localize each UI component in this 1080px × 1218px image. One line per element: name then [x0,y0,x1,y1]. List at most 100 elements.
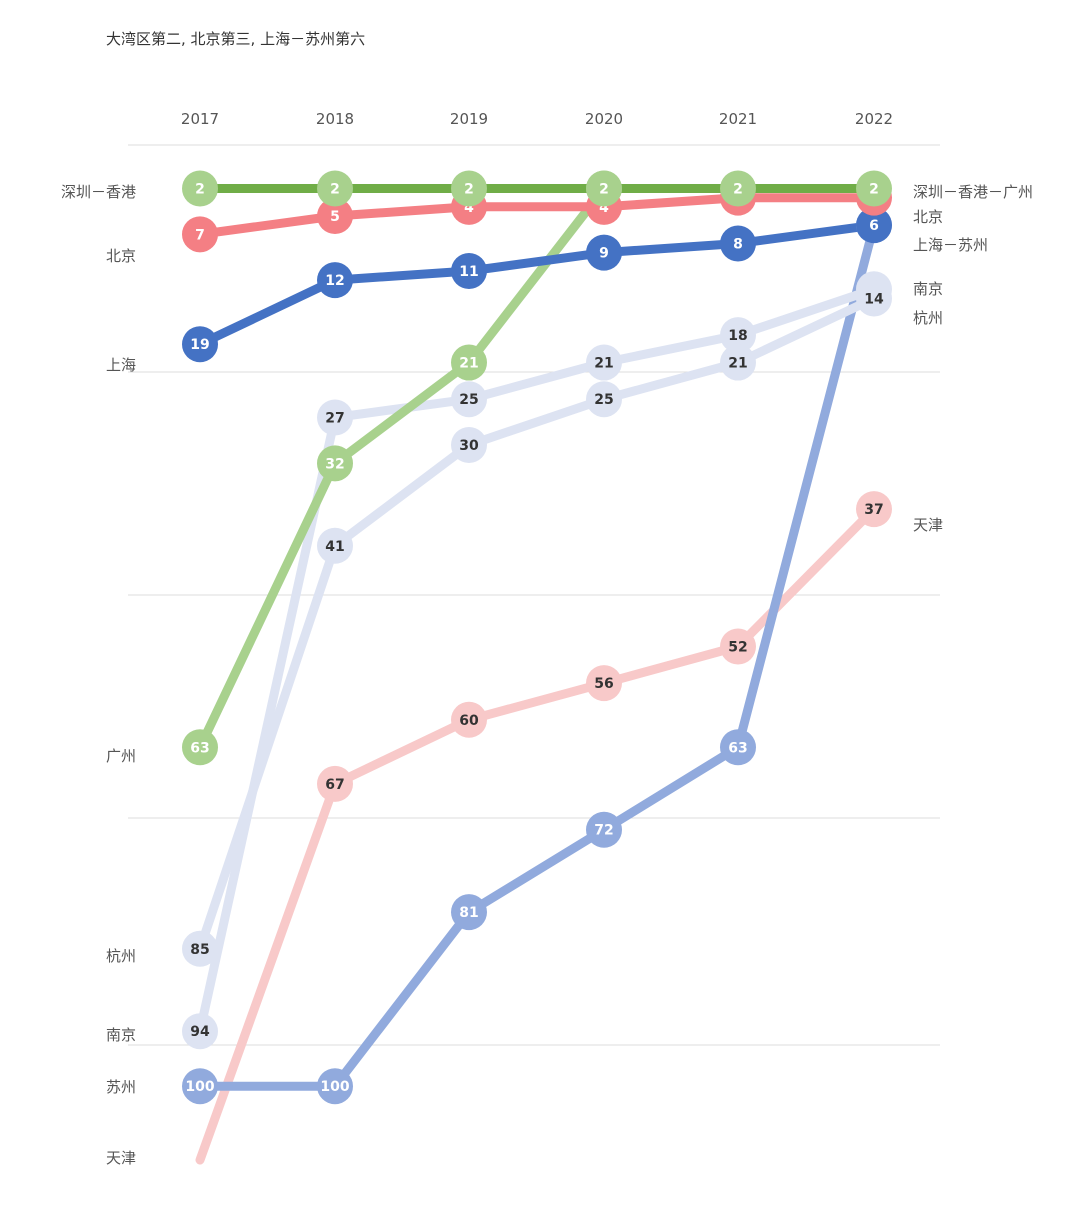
end-label-nanjing: 南京 [913,280,943,298]
start-label-tianjin: 天津 [106,1149,136,1167]
start-label-shenzhen: 深圳－香港 [61,183,136,201]
node-label-tianjin-2022: 37 [864,502,883,518]
series-nodes: 6760565237100100817263694272521181385413… [182,170,892,1105]
node-shanghai-2021 [720,225,756,262]
node-label-shanghai-2019: 11 [459,264,478,280]
node-tianjin-2020 [586,665,622,702]
year-label-2018: 2018 [316,110,354,128]
node-nanjing-2020 [586,344,622,381]
node-suzhou-2017 [182,1068,218,1105]
end-label-shenzhen: 深圳－香港－广州 [913,183,1033,201]
node-shanghai-2020 [586,234,622,271]
node-shenzhen-2017 [182,170,218,207]
start-label-beijing: 北京 [106,247,136,265]
node-label-suzhou-2018: 100 [320,1079,349,1095]
node-label-hangzhou-2019: 30 [459,438,479,454]
node-label-shenzhen-2019: 2 [464,182,474,198]
series-line-suzhou [195,220,879,1091]
node-label-nanjing-2019: 25 [459,392,478,408]
start-label-shanghai: 上海 [106,356,136,374]
node-label-tianjin-2020: 56 [594,676,613,692]
node-nanjing-2018 [317,399,353,436]
node-label-guangzhou-2018: 32 [325,456,344,472]
node-label-shenzhen-2020: 2 [599,182,609,198]
start-label-nanjing: 南京 [106,1026,136,1044]
node-label-tianjin-2021: 52 [728,640,747,656]
end-label-tianjin: 天津 [913,516,943,534]
node-label-shanghai-2018: 12 [325,273,344,289]
node-tianjin-2018 [317,765,353,802]
chart-title: 大湾区第二, 北京第三, 上海－苏州第六 [106,30,366,48]
node-label-nanjing-2020: 21 [594,356,613,372]
node-label-hangzhou-2017: 85 [190,942,209,958]
node-hangzhou-2022 [856,280,892,317]
node-label-suzhou-2021: 63 [728,740,747,756]
node-hangzhou-2018 [317,527,353,564]
start-label-guangzhou: 广州 [106,747,136,765]
node-label-tianjin-2018: 67 [325,777,344,793]
start-label-hangzhou: 杭州 [106,947,136,965]
node-nanjing-2021 [720,317,756,354]
year-label-2020: 2020 [585,110,623,128]
node-label-shanghai-2021: 8 [733,236,743,252]
node-shanghai-2019 [451,252,487,289]
node-nanjing-2019 [451,381,487,418]
node-hangzhou-2017 [182,930,218,967]
node-beijing-2017 [182,216,218,253]
node-tianjin-2022 [856,491,892,528]
node-label-beijing-2019: 4 [464,200,474,216]
node-suzhou-2019 [451,894,487,931]
node-shenzhen-2020 [586,170,622,207]
node-label-shanghai-2022: 6 [869,218,879,234]
node-label-tianjin-2019: 60 [459,713,479,729]
node-beijing-2018 [317,198,353,234]
node-label-shenzhen-2018: 2 [330,182,340,198]
node-label-hangzhou-2022: 14 [864,291,884,307]
node-label-suzhou-2019: 81 [459,905,478,921]
node-nanjing-2017 [182,1013,218,1050]
series-line-guangzhou [195,184,609,752]
node-label-hangzhou-2018: 41 [325,539,344,555]
end-label-shanghai: 上海－苏州 [913,236,988,254]
node-suzhou-2018 [317,1068,353,1105]
node-shenzhen-2018 [317,170,353,207]
node-guangzhou-2019 [451,344,487,381]
end-label-beijing: 北京 [913,208,943,226]
node-label-nanjing-2017: 94 [190,1024,210,1040]
year-label-2021: 2021 [719,110,757,128]
node-shenzhen-2022 [856,170,892,207]
node-hangzhou-2020 [586,381,622,418]
node-tianjin-2019 [451,701,487,738]
node-shanghai-2022 [856,207,892,244]
node-guangzhou-2017 [182,729,218,766]
start-label-suzhou: 苏州 [106,1078,136,1096]
year-axis: 2017 2018 2019 2020 2021 2022 [181,110,893,128]
node-label-beijing-2018: 5 [330,209,340,225]
series-line-tianjin [195,504,879,1165]
node-label-hangzhou-2020: 25 [594,392,613,408]
node-suzhou-2020 [586,811,622,848]
node-label-suzhou-2017: 100 [185,1079,214,1095]
node-label-shenzhen-2021: 2 [733,182,743,198]
series-line-shanghai [195,220,879,349]
node-hangzhou-2019 [451,427,487,463]
node-shanghai-2018 [317,262,353,299]
series-lines [195,184,879,1165]
grid-lines [128,144,940,1046]
node-suzhou-2021 [720,729,756,766]
node-label-nanjing-2021: 18 [728,328,747,344]
node-shanghai-2017 [182,326,218,363]
node-label-shenzhen-2022: 2 [869,182,879,198]
year-label-2019: 2019 [450,110,488,128]
node-tianjin-2021 [720,628,756,665]
node-label-guangzhou-2019: 21 [459,356,478,372]
node-label-shanghai-2020: 9 [599,246,609,262]
end-label-hangzhou: 杭州 [913,309,943,327]
node-guangzhou-2018 [317,445,353,482]
year-label-2022: 2022 [855,110,893,128]
year-label-2017: 2017 [181,110,219,128]
node-label-beijing-2020: 4 [599,200,609,216]
node-shenzhen-2021 [720,170,756,207]
